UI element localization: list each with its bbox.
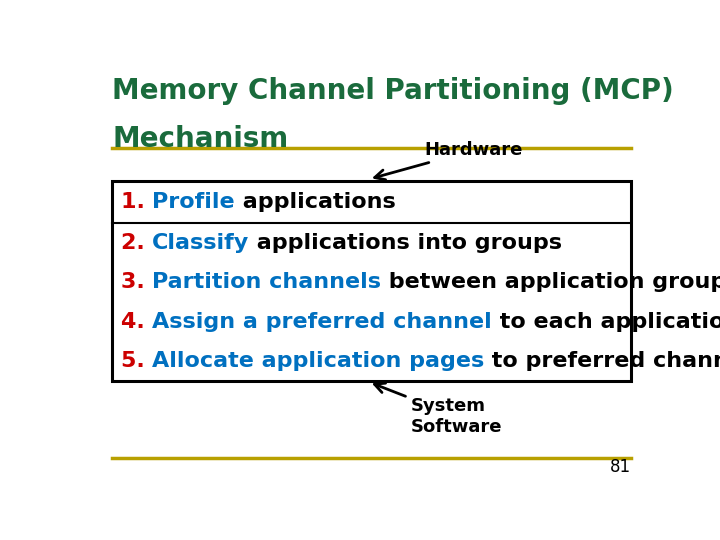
Text: Classify: Classify [152,233,249,253]
Text: applications: applications [235,192,396,212]
Text: 4.: 4. [121,312,152,332]
Text: System
Software: System Software [374,383,503,436]
Text: to each application: to each application [492,312,720,332]
Text: 3.: 3. [121,272,152,292]
Text: 81: 81 [610,458,631,476]
Text: Partition channels: Partition channels [152,272,381,292]
Bar [112,181,631,381]
Text: Assign a preferred channel: Assign a preferred channel [152,312,492,332]
Text: Memory Channel Partitioning (MCP): Memory Channel Partitioning (MCP) [112,77,674,105]
Text: Allocate application pages: Allocate application pages [152,351,485,371]
Text: between application groups: between application groups [381,272,720,292]
Text: 1.: 1. [121,192,153,212]
Text: Profile: Profile [153,192,235,212]
Text: 2.: 2. [121,233,152,253]
Text: 5.: 5. [121,351,152,371]
Text: Hardware: Hardware [374,141,523,180]
Text: to preferred channel: to preferred channel [485,351,720,371]
Text: applications into groups: applications into groups [249,233,562,253]
Text: Mechanism: Mechanism [112,125,289,153]
